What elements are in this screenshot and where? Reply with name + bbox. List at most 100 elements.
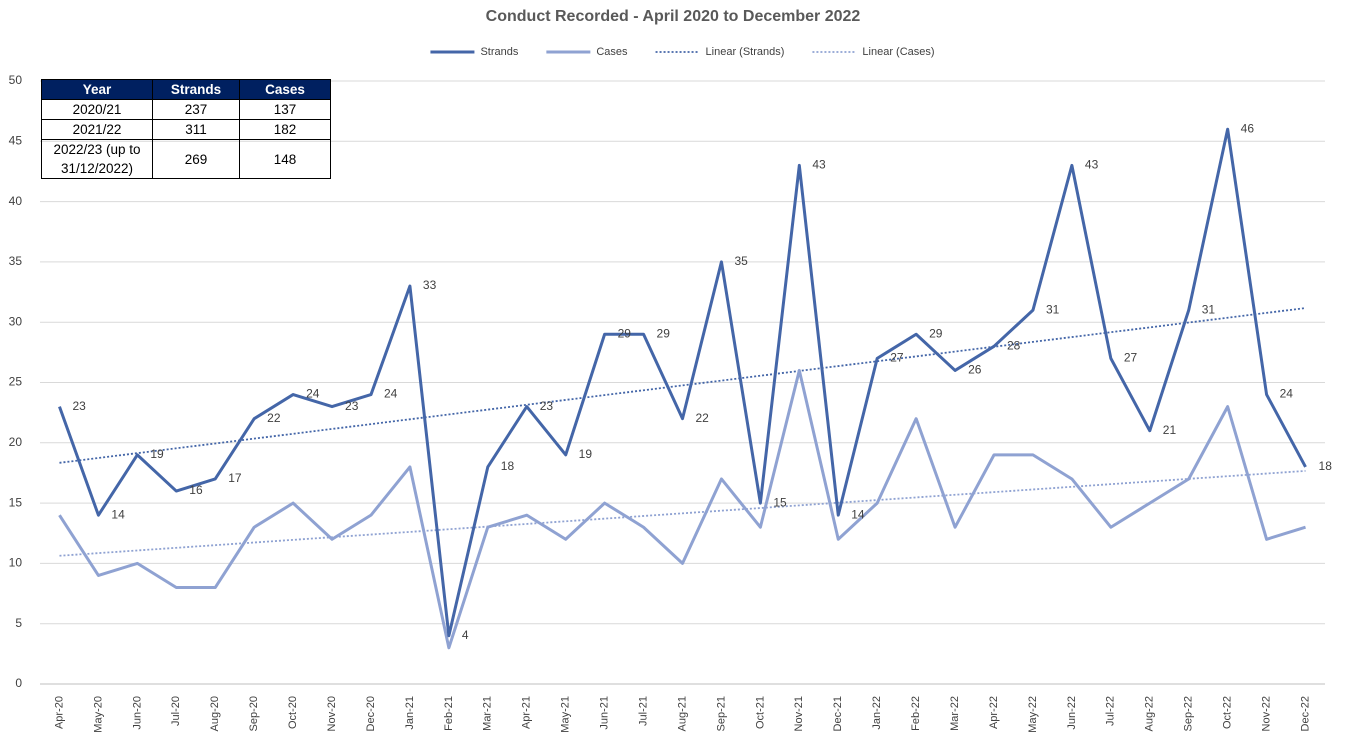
y-tick-label: 50 bbox=[9, 73, 23, 87]
x-tick-label: Mar-21 bbox=[482, 696, 494, 731]
data-label: 18 bbox=[1319, 459, 1333, 473]
series-line bbox=[58, 127, 1307, 638]
legend-label: Linear (Strands) bbox=[706, 46, 785, 58]
x-tick-label: Jun-21 bbox=[599, 696, 611, 730]
legend-label: Cases bbox=[596, 46, 628, 58]
data-label: 24 bbox=[1280, 387, 1294, 401]
x-tick-label: Aug-20 bbox=[209, 696, 221, 731]
x-tick-label: Mar-22 bbox=[949, 696, 961, 731]
data-label: 43 bbox=[1085, 158, 1099, 172]
data-label: 14 bbox=[111, 507, 125, 521]
data-label: 27 bbox=[1124, 351, 1138, 365]
y-tick-label: 0 bbox=[15, 676, 22, 690]
x-tick-label: May-22 bbox=[1027, 696, 1039, 733]
y-tick-label: 30 bbox=[9, 314, 23, 328]
data-label: 23 bbox=[72, 399, 86, 413]
data-label: 31 bbox=[1046, 302, 1060, 316]
table-cell: 182 bbox=[239, 119, 331, 140]
table-cell: 2021/22 bbox=[41, 119, 153, 140]
table-cell: 269 bbox=[152, 139, 240, 179]
data-label: 22 bbox=[267, 411, 281, 425]
y-tick-label: 15 bbox=[9, 495, 23, 509]
data-label: 4 bbox=[462, 628, 469, 642]
y-tick-label: 40 bbox=[9, 194, 23, 208]
data-label: 35 bbox=[734, 254, 748, 268]
x-tick-label: Jul-21 bbox=[637, 696, 649, 726]
x-tick-label: Oct-22 bbox=[1222, 696, 1234, 729]
x-tick-label: Sep-20 bbox=[248, 696, 260, 731]
legend-label: Strands bbox=[480, 46, 518, 58]
data-label: 29 bbox=[929, 326, 943, 340]
table-cell: 2022/23 (up to 31/12/2022) bbox=[41, 139, 153, 179]
data-label: 29 bbox=[618, 326, 632, 340]
data-label: 21 bbox=[1163, 423, 1177, 437]
x-tick-label: Jun-22 bbox=[1066, 696, 1078, 730]
data-label: 24 bbox=[306, 387, 320, 401]
x-tick-label: Nov-21 bbox=[793, 696, 805, 731]
y-tick-label: 35 bbox=[9, 254, 23, 268]
x-tick-label: Oct-21 bbox=[754, 696, 766, 729]
x-tick-label: Apr-21 bbox=[521, 696, 533, 729]
table-cell: 311 bbox=[152, 119, 240, 140]
x-tick-label: Jan-22 bbox=[871, 696, 883, 730]
x-tick-label: Feb-22 bbox=[910, 696, 922, 731]
x-tick-label: Apr-22 bbox=[988, 696, 1000, 729]
trendline bbox=[59, 307, 1306, 464]
y-tick-label: 25 bbox=[9, 375, 23, 389]
x-tick-label: Feb-21 bbox=[443, 696, 455, 731]
x-tick-label: Dec-22 bbox=[1299, 696, 1311, 731]
x-tick-label: Dec-21 bbox=[832, 696, 844, 731]
summary-table: Year Strands Cases 2020/21 237 137 2021/22… bbox=[41, 79, 331, 179]
data-label: 23 bbox=[540, 399, 554, 413]
table-cell: 237 bbox=[152, 99, 240, 120]
x-tick-label: Jul-22 bbox=[1105, 696, 1117, 726]
table-header: Strands bbox=[152, 79, 240, 100]
data-label: 27 bbox=[890, 351, 904, 365]
legend-label: Linear (Cases) bbox=[862, 46, 934, 58]
data-label: 14 bbox=[851, 507, 865, 521]
x-tick-label: Dec-20 bbox=[365, 696, 377, 731]
data-label: 24 bbox=[384, 387, 398, 401]
x-tick-label: Aug-22 bbox=[1144, 696, 1156, 731]
x-tick-label: Oct-20 bbox=[287, 696, 299, 729]
table-cell: 148 bbox=[239, 139, 331, 179]
data-label: 33 bbox=[423, 278, 437, 292]
y-tick-label: 10 bbox=[9, 556, 23, 570]
x-tick-label: Aug-21 bbox=[676, 696, 688, 731]
data-label: 46 bbox=[1241, 121, 1255, 135]
y-tick-label: 20 bbox=[9, 435, 23, 449]
x-tick-label: Sep-21 bbox=[715, 696, 727, 731]
x-tick-label: Apr-20 bbox=[53, 696, 65, 729]
trendline bbox=[59, 469, 1306, 557]
data-label: 22 bbox=[696, 411, 710, 425]
data-label: 23 bbox=[345, 399, 359, 413]
x-tick-label: Sep-22 bbox=[1183, 696, 1195, 731]
series-line bbox=[58, 368, 1306, 650]
data-label: 19 bbox=[150, 447, 164, 461]
data-label: 31 bbox=[1202, 302, 1216, 316]
data-label: 16 bbox=[189, 483, 203, 497]
x-tick-label: May-20 bbox=[92, 696, 104, 733]
data-label: 29 bbox=[657, 326, 671, 340]
y-tick-label: 5 bbox=[15, 616, 22, 630]
data-label: 19 bbox=[579, 447, 593, 461]
table-cell: 2020/21 bbox=[41, 99, 153, 120]
data-label: 15 bbox=[773, 495, 787, 509]
data-label: 18 bbox=[501, 459, 515, 473]
data-label: 17 bbox=[228, 471, 242, 485]
x-tick-label: Nov-20 bbox=[326, 696, 338, 731]
x-tick-label: May-21 bbox=[560, 696, 572, 733]
data-label: 43 bbox=[812, 158, 826, 172]
table-cell: 137 bbox=[239, 99, 331, 120]
x-tick-label: Jun-20 bbox=[131, 696, 143, 730]
data-label: 26 bbox=[968, 363, 982, 377]
data-label: 28 bbox=[1007, 338, 1021, 352]
x-tick-label: Nov-22 bbox=[1260, 696, 1272, 731]
y-tick-label: 45 bbox=[9, 133, 23, 147]
table-header: Cases bbox=[239, 79, 331, 100]
chart-title: Conduct Recorded - April 2020 to Decembe… bbox=[486, 8, 861, 25]
x-tick-label: Jul-20 bbox=[170, 696, 182, 726]
table-header: Year bbox=[41, 79, 153, 100]
